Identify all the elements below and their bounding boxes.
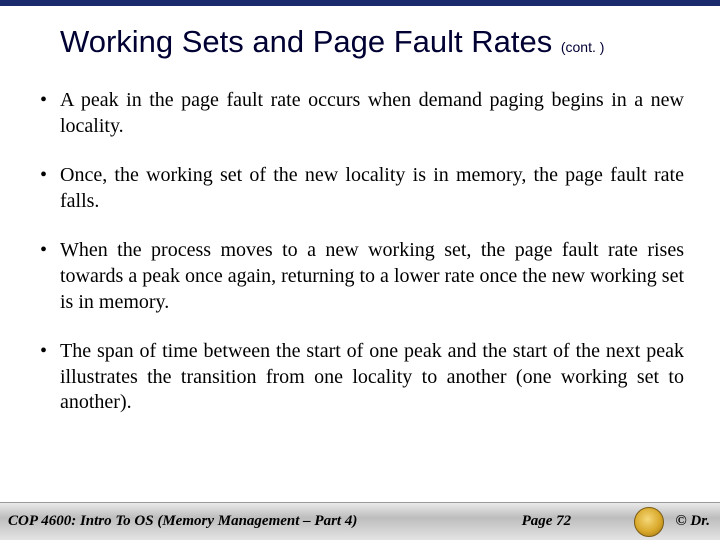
bullet-item: • When the process moves to a new workin…	[40, 238, 684, 315]
footer-course: COP 4600: Intro To OS (Memory Management…	[8, 513, 357, 530]
bullet-item: • The span of time between the start of …	[40, 339, 684, 416]
bullet-text: The span of time between the start of on…	[60, 339, 684, 416]
bullet-text: When the process moves to a new working …	[60, 238, 684, 315]
bullet-text: A peak in the page fault rate occurs whe…	[60, 88, 684, 139]
slide: Working Sets and Page Fault Rates (cont.…	[0, 0, 720, 540]
bullet-marker: •	[40, 88, 60, 139]
footer-bar: COP 4600: Intro To OS (Memory Management…	[0, 502, 720, 540]
bullet-item: • A peak in the page fault rate occurs w…	[40, 88, 684, 139]
footer-page: Page 72	[357, 513, 675, 530]
footer-copyright: © Dr.	[675, 513, 712, 530]
title-area: Working Sets and Page Fault Rates (cont.…	[0, 6, 720, 64]
ucf-logo-icon	[634, 507, 664, 537]
bullet-item: • Once, the working set of the new local…	[40, 163, 684, 214]
bullet-marker: •	[40, 238, 60, 315]
slide-title-cont: (cont. )	[561, 39, 605, 55]
content-area: • A peak in the page fault rate occurs w…	[0, 64, 720, 416]
slide-title: Working Sets and Page Fault Rates	[60, 24, 561, 59]
bullet-text: Once, the working set of the new localit…	[60, 163, 684, 214]
bullet-marker: •	[40, 163, 60, 214]
bullet-marker: •	[40, 339, 60, 416]
